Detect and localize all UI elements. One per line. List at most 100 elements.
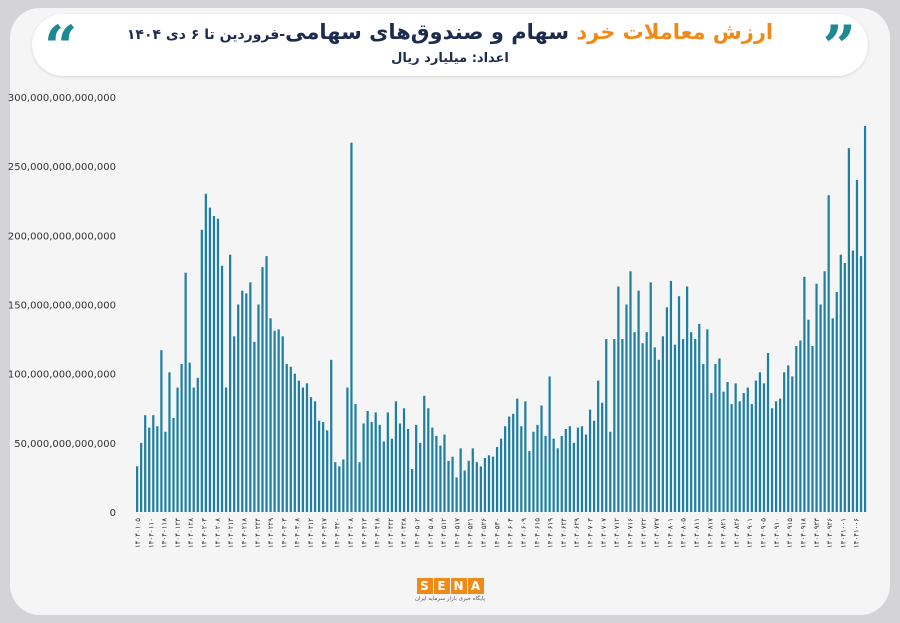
bar xyxy=(617,286,620,512)
bar xyxy=(172,417,175,512)
bar xyxy=(576,427,580,512)
bar xyxy=(289,366,292,512)
bar xyxy=(326,430,329,512)
bar xyxy=(734,383,737,512)
bar xyxy=(540,405,543,512)
bar xyxy=(770,408,774,512)
bar xyxy=(378,424,381,512)
bar xyxy=(317,420,321,512)
bar xyxy=(863,126,867,513)
bar xyxy=(847,148,850,512)
x-tick-label: ۱۴۰۴۰۷۱۶ xyxy=(626,518,634,548)
x-tick-label: ۱۴۰۴۰۹۱۰ xyxy=(773,518,781,548)
bar xyxy=(827,195,830,512)
bar xyxy=(665,307,669,512)
bar xyxy=(451,456,454,512)
bar xyxy=(136,466,139,512)
bar xyxy=(774,401,778,512)
x-tick-label: ۱۴۰۴۱۰۰۶ xyxy=(853,518,861,548)
bar xyxy=(366,411,369,512)
x-tick-label: ۱۴۰۴۰۴۱۸ xyxy=(374,518,382,548)
x-tick-label: ۱۴۰۴۰۵۰۲ xyxy=(413,518,421,548)
bar xyxy=(758,372,762,512)
x-tick-label: ۱۴۰۴۰۹۱۵ xyxy=(786,518,794,548)
bar xyxy=(516,398,519,512)
x-tick-label: ۱۴۰۴۰۸۲۶ xyxy=(733,518,741,548)
bar xyxy=(241,290,244,512)
bar xyxy=(435,435,438,512)
bar xyxy=(681,339,685,512)
bar xyxy=(313,401,317,512)
bar xyxy=(819,304,822,512)
bar xyxy=(669,280,673,512)
bar xyxy=(245,293,248,512)
bar xyxy=(657,359,660,512)
x-tick-label: ۱۴۰۴۰۱۱۸ xyxy=(161,518,169,548)
x-tick-label: ۱۴۰۴۰۳۰۸ xyxy=(294,518,302,548)
title-date-range: -فروردین تا ۶ دی ۱۴۰۴ xyxy=(126,27,286,43)
bar xyxy=(419,442,422,512)
bar xyxy=(823,271,826,512)
bar xyxy=(597,380,600,512)
bar xyxy=(803,276,806,512)
bar xyxy=(552,438,555,512)
bar xyxy=(859,256,863,512)
bar xyxy=(269,318,272,512)
bar xyxy=(512,413,515,512)
y-tick-label: 150,000,000,000,000 xyxy=(8,301,116,312)
bar xyxy=(795,346,798,512)
bar xyxy=(605,339,608,512)
bar xyxy=(572,442,575,512)
bar xyxy=(140,442,143,512)
bar xyxy=(362,423,365,512)
bar xyxy=(831,318,834,512)
logo-letter: N xyxy=(450,578,467,594)
bar xyxy=(609,431,612,512)
x-tick-label: ۱۴۰۴۰۷۱۲ xyxy=(613,518,621,548)
bar xyxy=(779,398,782,512)
x-tick-label: ۱۴۰۴۰۱۰۵ xyxy=(134,518,142,548)
bar xyxy=(592,420,596,512)
x-tick-label: ۱۴۰۴۰۲۰۳ xyxy=(201,518,209,548)
bar xyxy=(649,282,652,512)
bar xyxy=(560,435,563,512)
x-tick-label: ۱۴۰۴۰۴۲۸ xyxy=(400,518,408,548)
open-quote-icon: “ xyxy=(44,13,78,81)
bar xyxy=(277,329,280,512)
bar xyxy=(176,387,179,512)
logo-letter: E xyxy=(433,578,450,594)
bar xyxy=(754,380,757,512)
bar xyxy=(588,409,592,512)
x-tick-label: ۱۴۰۴۰۸۱۷ xyxy=(706,518,714,548)
x-tick-label: ۱۴۰۴۰۵۱۲ xyxy=(440,518,448,548)
bar xyxy=(390,438,393,512)
bar xyxy=(568,426,571,512)
bar xyxy=(338,466,341,512)
bar xyxy=(192,387,195,512)
bar xyxy=(160,350,163,512)
bar xyxy=(406,429,410,512)
x-tick-label: ۱۴۰۴۰۷۲۷ xyxy=(653,518,661,548)
bar xyxy=(382,441,385,512)
bar xyxy=(330,359,333,512)
bar xyxy=(229,254,232,512)
bar xyxy=(633,332,636,512)
bar xyxy=(265,256,268,512)
x-tick-label: ۱۴۰۴۰۶۲۹ xyxy=(573,518,581,548)
bar xyxy=(791,376,794,512)
bar xyxy=(762,383,766,512)
bar xyxy=(544,435,547,512)
logo-letter: S xyxy=(416,578,433,594)
bar xyxy=(394,401,398,512)
bar xyxy=(835,292,838,512)
bar xyxy=(726,381,729,512)
x-tick-label: ۱۴۰۴۰۸۲۱ xyxy=(720,518,728,548)
bar xyxy=(346,387,349,512)
bar xyxy=(524,401,527,512)
bar xyxy=(398,423,402,512)
bar xyxy=(613,339,616,512)
bar xyxy=(710,393,713,512)
x-tick-label: ۱۴۰۴۰۶۱۵ xyxy=(533,518,541,548)
bar xyxy=(855,180,859,512)
bar xyxy=(297,380,300,512)
